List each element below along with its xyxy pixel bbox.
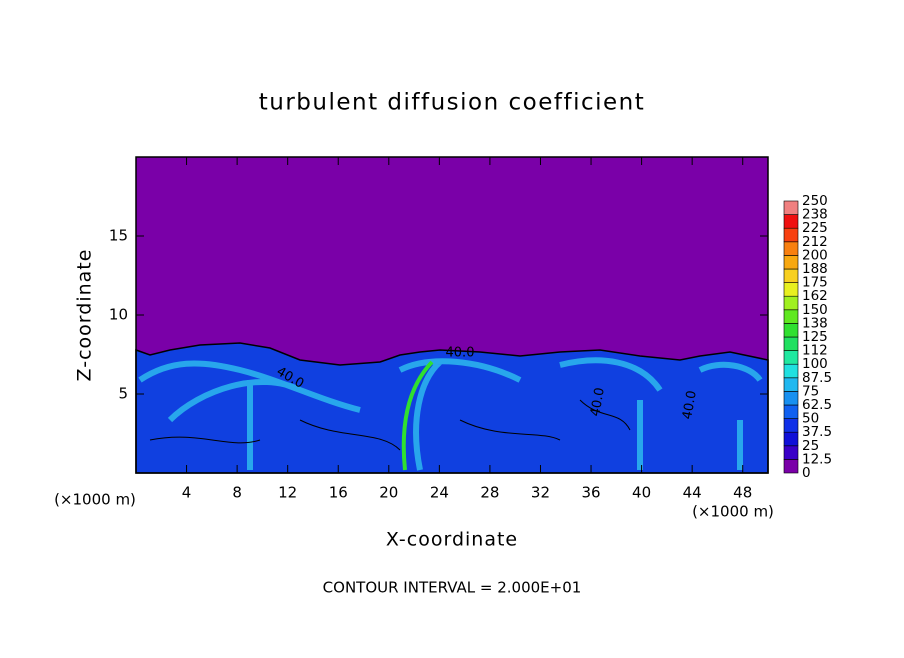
x-tick-label: 48 [733,484,752,502]
contour-line [149,399,631,451]
colorbar-swatch [783,459,799,474]
colorbar-label: 75 [802,383,819,399]
colorbar-label: 100 [802,356,828,372]
colorbar-label: 87.5 [802,370,832,386]
y-tick-label: 5 [118,385,128,403]
x-tick-label: 36 [581,484,600,502]
colorbar-label: 188 [802,261,828,277]
colorbar-swatch [783,214,799,229]
colorbar-swatch [783,363,799,379]
colorbar-label: 125 [802,329,828,345]
colorbar-swatch [783,268,799,283]
colorbar-swatch [783,418,799,433]
colorbar-swatch [783,309,799,324]
colorbar-swatch [783,255,799,270]
colorbar-label: 50 [802,411,819,427]
colorbar-swatch [783,391,799,406]
colorbar-swatch [783,377,799,392]
colorbar-label: 62.5 [802,397,832,413]
colorbar-label: 138 [802,315,828,331]
contour-label: 40.0 [446,346,475,361]
colorbar-swatch [783,336,799,351]
field [135,157,769,474]
y-tick-label: 15 [109,227,128,245]
colorbar-swatch [783,323,799,338]
colorbar-label: 0 [802,465,811,481]
colorbar-label: 25 [802,438,819,454]
colorbar-swatch [783,227,799,243]
swirl [401,360,434,471]
x-tick-label: 28 [480,484,499,502]
x-unit-label: (×1000 m) [692,503,774,521]
contour-label: 40.0 [680,389,700,420]
y-axis-label: Z-coordinate [74,249,96,382]
chart-title: turbulent diffusion coefficient [259,90,646,116]
x-tick-label: 8 [232,484,242,502]
colorbar-label: 212 [802,234,828,250]
colorbar-swatch [783,282,799,297]
x-tick-label: 40 [632,484,651,502]
colorbar-swatch [783,295,799,311]
colorbar-label: 162 [802,288,828,304]
turbulent-region [135,342,769,474]
colorbar-label: 238 [802,207,828,223]
x-tick-label: 44 [683,484,702,502]
colorbar-label: 37.5 [802,424,832,440]
x-tick-label: 24 [430,484,449,502]
x-tick-label: 20 [379,484,398,502]
colorbar-swatch [783,200,799,215]
x-axis-label: X-coordinate [386,529,518,551]
colorbar-label: 250 [802,193,828,209]
x-tick-label: 32 [531,484,550,502]
x-tick-label: 12 [278,484,297,502]
colorbar-swatch [783,445,799,460]
swirl [138,357,763,471]
colorbar-label: 150 [802,302,828,318]
x-tick-label: 16 [329,484,348,502]
colorbar-label: 175 [802,275,828,291]
colorbar-label: 12.5 [802,451,832,467]
x-unit-label: (×1000 m) [54,491,136,509]
colorbar-label: 225 [802,220,828,236]
y-tick-label: 10 [109,306,128,324]
colorbar-swatch [783,404,799,419]
contour-label: 40.0 [588,386,608,417]
x-tick-label: 4 [182,484,192,502]
colorbar-swatch [783,350,799,365]
footnote: CONTOUR INTERVAL = 2.000E+01 [323,579,582,597]
colorbar-label: 200 [802,247,828,263]
colorbar-swatch [783,431,799,447]
colorbar-label: 112 [802,343,828,359]
colorbar-swatch [783,241,799,256]
